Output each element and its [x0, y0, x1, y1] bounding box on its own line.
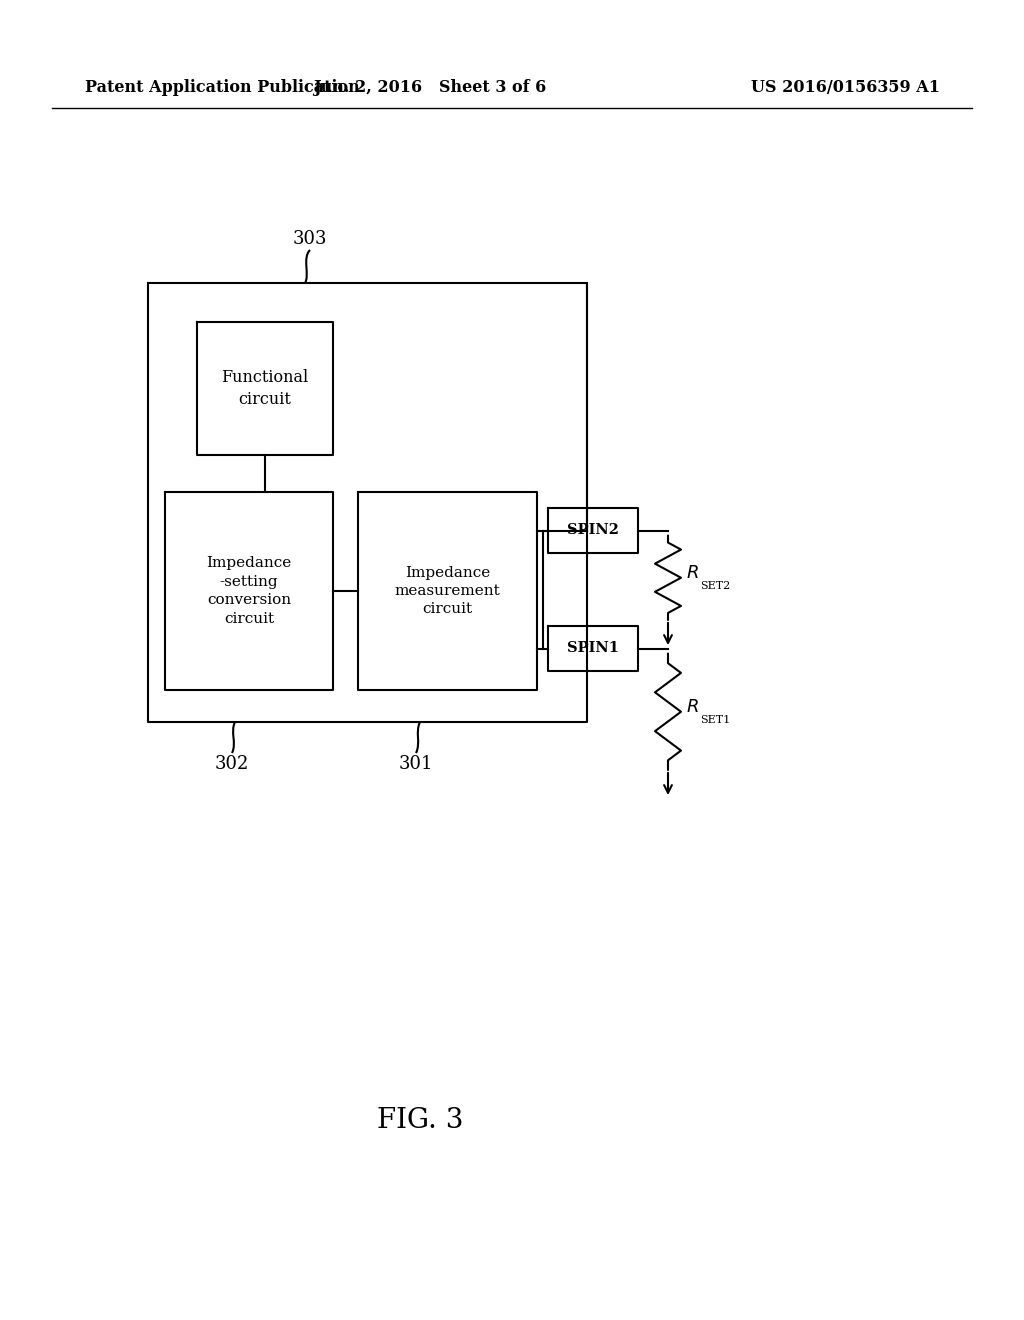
Text: Functional
circuit: Functional circuit — [221, 368, 308, 408]
Text: SET2: SET2 — [700, 581, 730, 591]
Text: $R$: $R$ — [686, 564, 698, 582]
Text: Impedance
measurement
circuit: Impedance measurement circuit — [394, 565, 501, 616]
Text: 301: 301 — [398, 755, 433, 774]
Text: SET1: SET1 — [700, 714, 730, 725]
Text: Impedance
-setting
conversion
circuit: Impedance -setting conversion circuit — [207, 557, 292, 626]
Text: Patent Application Publication: Patent Application Publication — [85, 79, 359, 96]
Text: US 2016/0156359 A1: US 2016/0156359 A1 — [751, 79, 940, 96]
Text: SPIN1: SPIN1 — [567, 642, 618, 656]
Text: Jun. 2, 2016   Sheet 3 of 6: Jun. 2, 2016 Sheet 3 of 6 — [313, 79, 547, 96]
Text: $R$: $R$ — [686, 698, 698, 715]
Text: FIG. 3: FIG. 3 — [377, 1106, 463, 1134]
Text: SPIN2: SPIN2 — [567, 524, 618, 537]
Text: 303: 303 — [293, 230, 328, 248]
Text: 302: 302 — [215, 755, 249, 774]
